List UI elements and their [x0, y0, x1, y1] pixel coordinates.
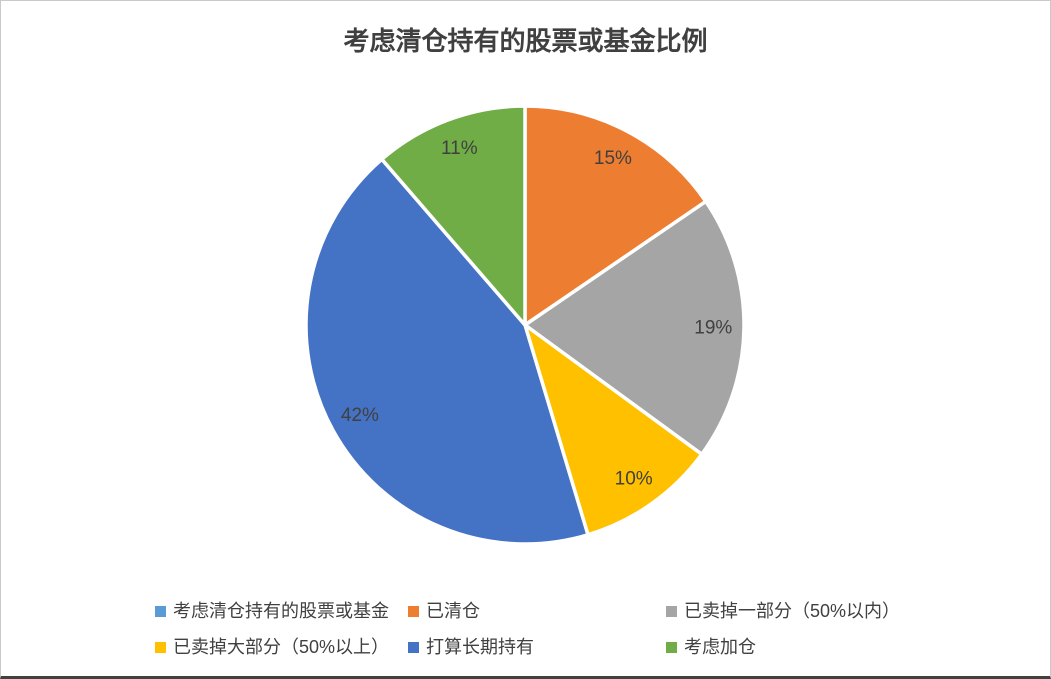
- pie-slice-label: 11%: [441, 138, 478, 159]
- pie-slice: [304, 157, 590, 546]
- pie-slice: [380, 104, 527, 327]
- legend-item-label: 已卖掉大部分（50%以上）: [173, 637, 390, 657]
- legend-item: 打算长期持有: [408, 637, 666, 657]
- legend-item-label: 已卖掉一部分（50%以内）: [684, 601, 901, 621]
- legend-color-swatch-icon: [408, 641, 419, 653]
- pie-slice-label: 19%: [694, 318, 732, 339]
- legend-item: 考虑加仓: [666, 637, 900, 657]
- pie-slice: [523, 199, 746, 457]
- legend-item: 已卖掉大部分（50%以上）: [155, 637, 408, 657]
- pie-slice-label: 10%: [615, 468, 653, 489]
- legend-item: 已清仓: [408, 601, 666, 621]
- legend-item: 已卖掉一部分（50%以内）: [666, 601, 900, 621]
- legend-color-swatch-icon: [155, 641, 166, 653]
- legend-item: 考虑清仓持有的股票或基金: [155, 601, 408, 621]
- legend-color-swatch-icon: [666, 605, 677, 617]
- pie-slice: [523, 104, 708, 327]
- legend-item-label: 考虑清仓持有的股票或基金: [173, 601, 389, 621]
- pie-slice-label: 42%: [341, 405, 379, 426]
- pie-slice-label: 15%: [594, 148, 632, 169]
- legend-item-label: 考虑加仓: [684, 637, 756, 657]
- chart-title: 考虑清仓持有的股票或基金比例: [343, 26, 708, 56]
- legend-color-swatch-icon: [408, 605, 419, 617]
- legend-color-swatch-icon: [155, 605, 166, 617]
- legend-item-label: 已清仓: [426, 601, 480, 621]
- chart-legend: 考虑清仓持有的股票或基金 已清仓 已卖掉一部分（50%以内） 已卖掉大部分（50%以上…: [155, 601, 900, 657]
- legend-color-swatch-icon: [666, 641, 677, 653]
- pie-slice: [523, 323, 704, 537]
- legend-item-label: 打算长期持有: [426, 637, 534, 657]
